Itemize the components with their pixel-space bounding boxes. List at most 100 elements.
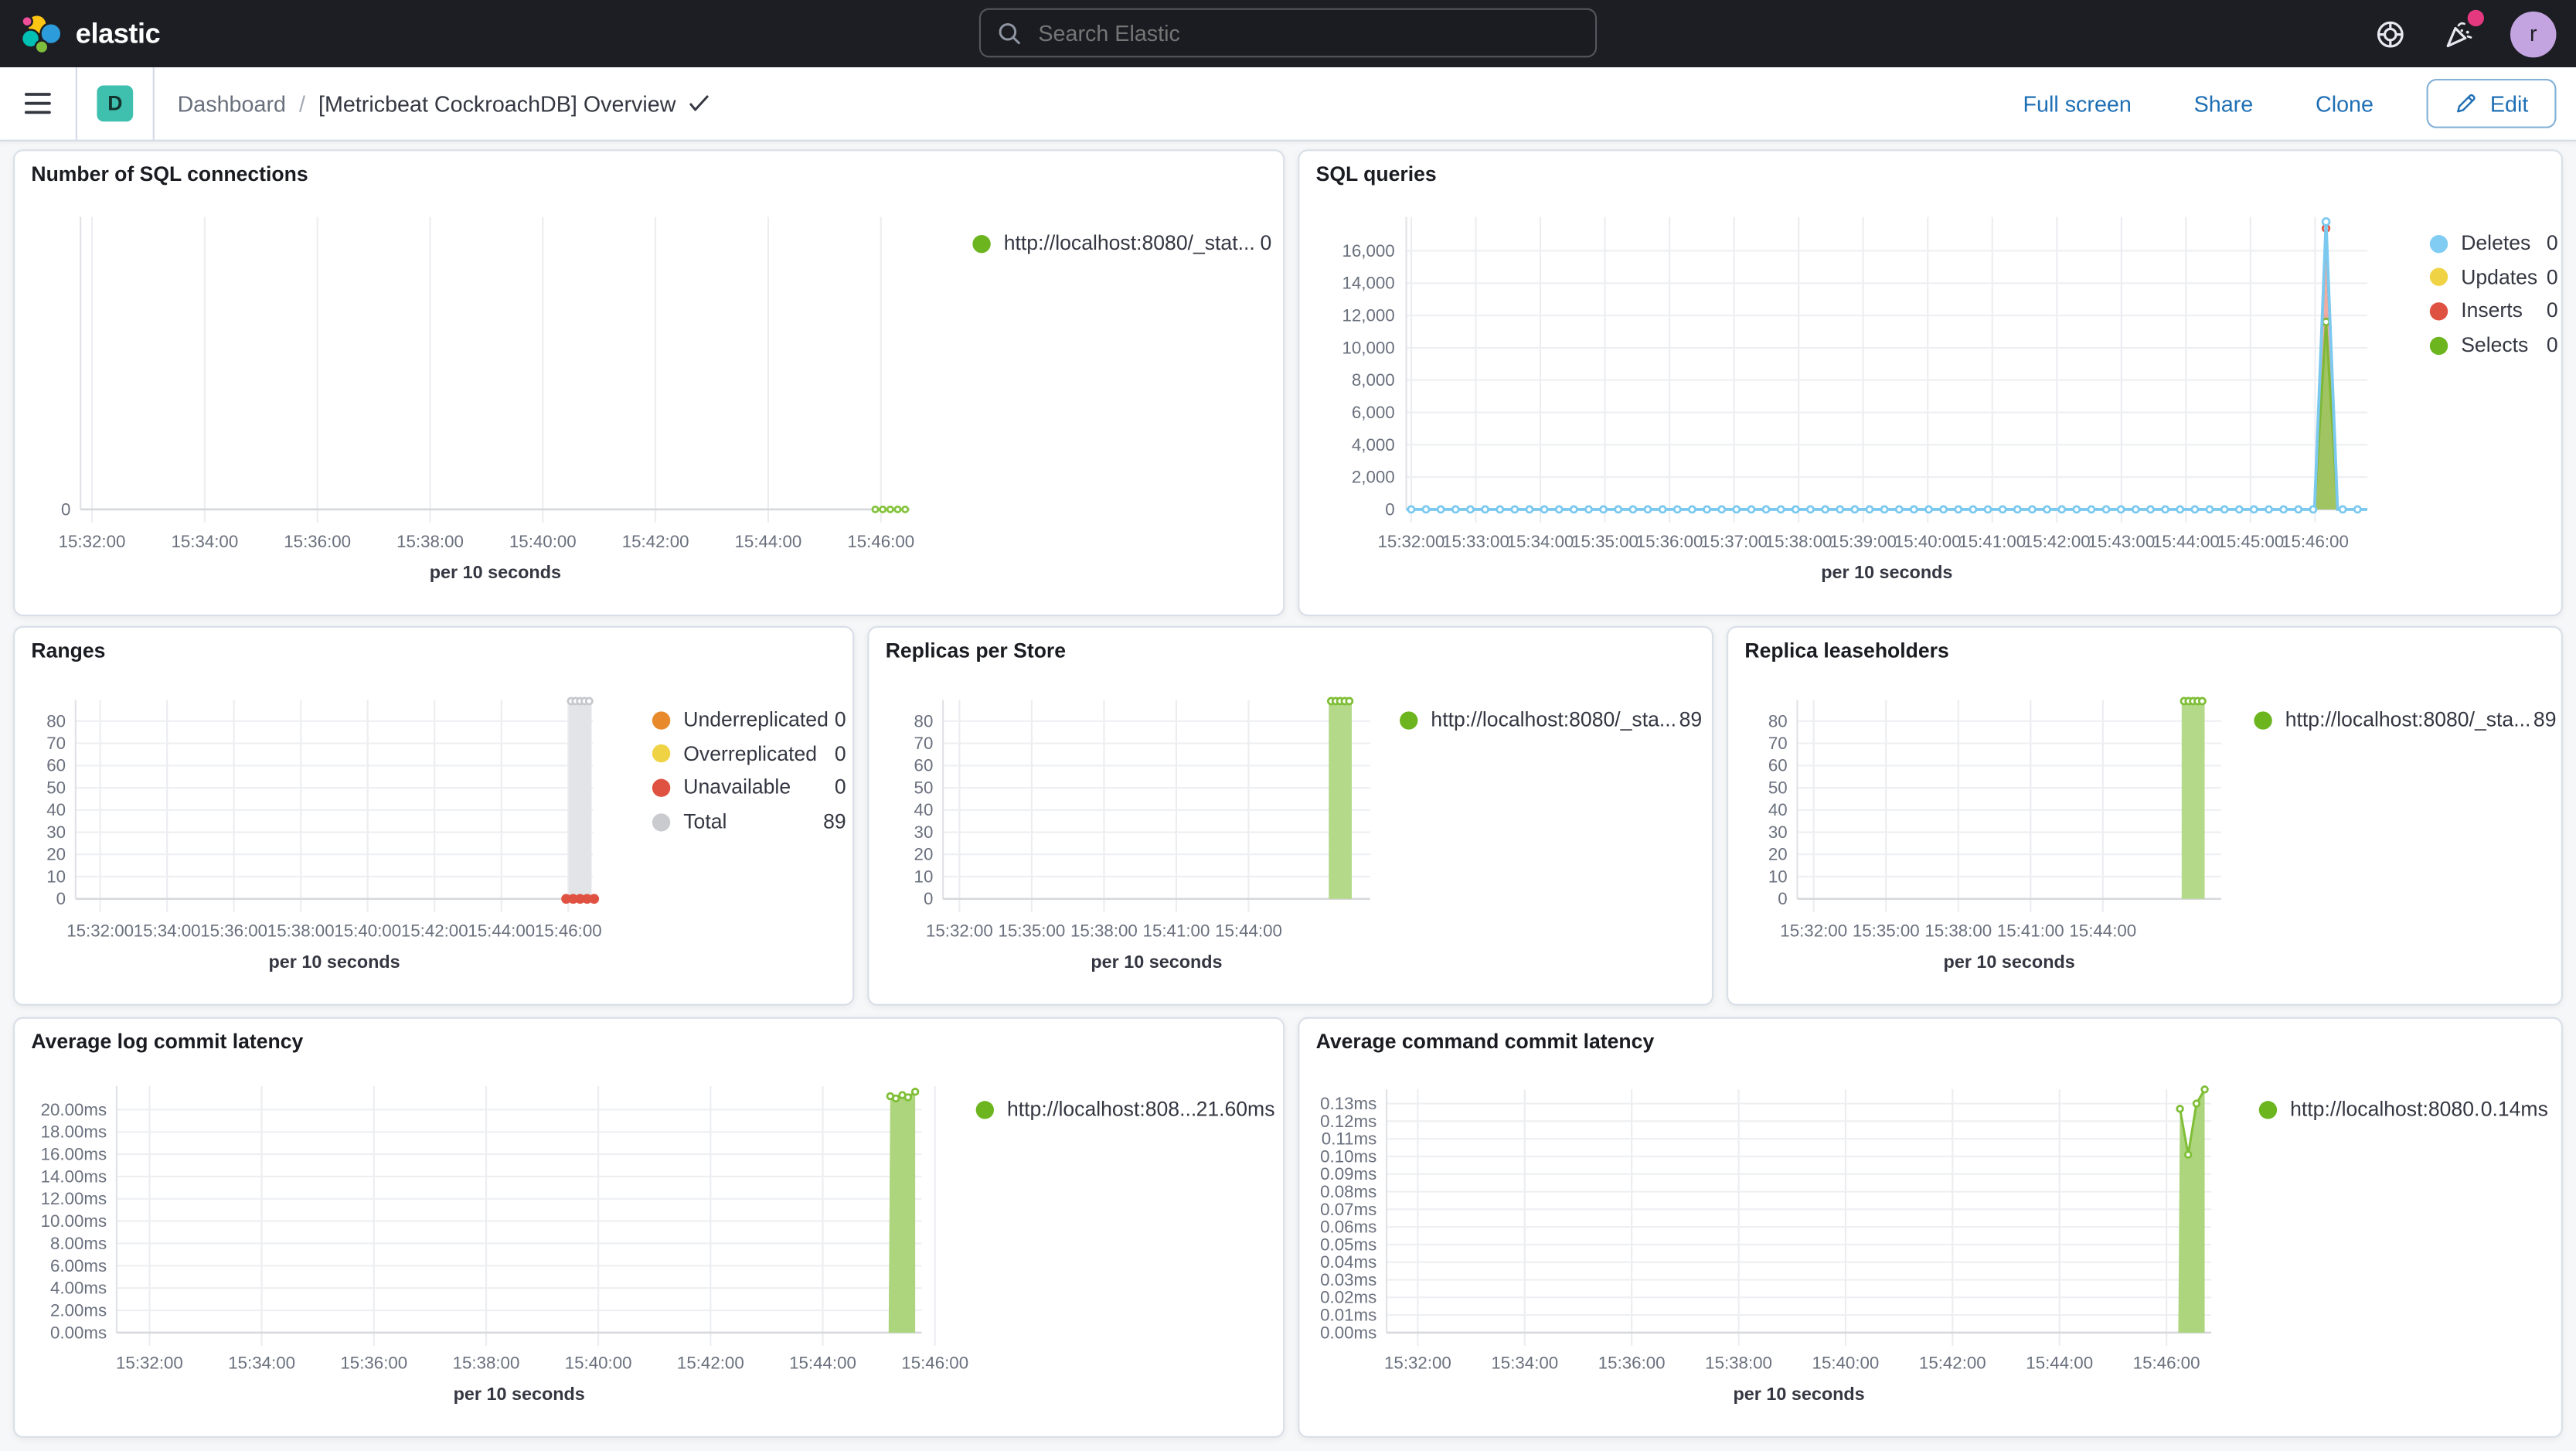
legend-series-value: 0	[2546, 333, 2558, 357]
legend-series-value: 0	[834, 708, 846, 732]
dashboard-app-badge[interactable]: D	[77, 67, 153, 140]
series	[2176, 1085, 2209, 1333]
legend-series-label: Deletes	[2461, 232, 2531, 256]
legend-series-value: 89	[1679, 708, 1703, 732]
chart-legend: http://localhost:8080/_stat... 0	[972, 227, 1271, 261]
chart-svg: 15:32:00 15:34:00 15:36:00 15:38:00 15:40:00…	[59, 216, 914, 582]
title-caret-icon[interactable]	[689, 94, 710, 112]
menu-button[interactable]	[0, 67, 76, 140]
chart-canvas[interactable]: 15:32:00 15:34:00 15:36:00 15:38:00 15:40:00…	[15, 628, 852, 1004]
svg-text:70: 70	[46, 734, 66, 753]
chart-canvas[interactable]: 15:32:00 15:34:00 15:36:00 15:38:00 15:40:00…	[15, 1019, 1283, 1436]
svg-text:40: 40	[1768, 800, 1788, 819]
svg-text:15:42:00: 15:42:00	[401, 921, 468, 941]
svg-text:per 10 seconds: per 10 seconds	[268, 952, 400, 972]
full-screen-button[interactable]: Full screen	[2013, 90, 2142, 118]
svg-text:15:32:00: 15:32:00	[116, 1354, 183, 1373]
svg-text:15:44:00: 15:44:00	[789, 1354, 856, 1373]
gridlines	[80, 216, 910, 523]
svg-text:16,000: 16,000	[1342, 241, 1394, 261]
svg-text:0.10ms: 0.10ms	[1320, 1146, 1376, 1166]
svg-text:15:39:00: 15:39:00	[1829, 532, 1897, 551]
legend-series-label: Total	[683, 810, 727, 833]
hamburger-icon	[24, 93, 51, 114]
svg-text:15:38:00: 15:38:00	[1705, 1354, 1772, 1373]
legend-item[interactable]: Deletes 0	[2429, 227, 2558, 261]
legend-item[interactable]: Unavailable 0	[652, 771, 846, 805]
svg-text:15:35:00: 15:35:00	[1853, 921, 1920, 941]
legend-series-dot-icon	[652, 744, 671, 764]
legend-item[interactable]: http://localhost:8080... 0.14ms	[2258, 1093, 2548, 1127]
svg-text:0: 0	[61, 499, 70, 519]
svg-text:30: 30	[1768, 823, 1788, 842]
svg-text:per 10 seconds: per 10 seconds	[1821, 562, 1952, 582]
chart-canvas[interactable]: 15:32:00 15:34:00 15:36:00 15:38:00 15:40:00…	[1299, 1019, 2561, 1436]
legend-item[interactable]: Overreplicated 0	[652, 737, 846, 771]
svg-text:15:40:00: 15:40:00	[565, 1354, 632, 1373]
edit-button[interactable]: Edit	[2426, 79, 2557, 128]
newsfeed-button[interactable]	[2442, 9, 2484, 52]
svg-text:6,000: 6,000	[1352, 403, 1395, 422]
legend-item[interactable]: http://localhost:8080/_sta... 89	[2254, 703, 2556, 737]
svg-text:15:46:00: 15:46:00	[2133, 1354, 2200, 1373]
legend-series-dot-icon	[652, 778, 671, 797]
share-button[interactable]: Share	[2184, 90, 2263, 118]
svg-text:15:38:00: 15:38:00	[396, 532, 464, 551]
legend-item[interactable]: Total 89	[652, 805, 846, 839]
chart-legend: http://localhost:808... 21.60ms	[975, 1093, 1275, 1127]
breadcrumb-dashboard-link[interactable]: Dashboard	[177, 90, 286, 116]
elastic-logo-icon	[20, 12, 63, 54]
pencil-icon	[2456, 94, 2476, 113]
svg-text:15:38:00: 15:38:00	[267, 921, 335, 941]
chart-canvas[interactable]: 15:32:00 15:34:00 15:36:00 15:38:00 15:40:00…	[15, 152, 1283, 615]
svg-text:0.03ms: 0.03ms	[1320, 1270, 1376, 1289]
elastic-logo[interactable]: elastic	[0, 12, 161, 55]
svg-text:50: 50	[46, 778, 66, 797]
legend-item[interactable]: Selects 0	[2429, 329, 2558, 363]
help-button[interactable]	[2372, 15, 2408, 52]
global-search[interactable]	[978, 8, 1598, 58]
header-right-controls: r	[2372, 0, 2557, 67]
breadcrumb-separator: /	[298, 90, 305, 116]
svg-text:15:46:00: 15:46:00	[2282, 532, 2349, 551]
legend-item[interactable]: http://localhost:808... 21.60ms	[975, 1093, 1275, 1127]
chart-svg: 15:32:0015:33:0015:34:0015:35:0015:36:00…	[1342, 216, 2368, 582]
chart-canvas[interactable]: 15:32:00 15:35:00 15:38:00 15:41:00 15:44:00…	[1728, 628, 2561, 1004]
divider	[152, 67, 155, 140]
svg-text:14.00ms: 14.00ms	[41, 1167, 107, 1186]
legend-item[interactable]: Inserts 0	[2429, 295, 2558, 329]
legend-item[interactable]: http://localhost:8080/_sta... 89	[1400, 703, 1702, 737]
chart-legend: http://localhost:8080/_sta... 89	[2254, 703, 2556, 737]
svg-text:15:33:00: 15:33:00	[1442, 532, 1509, 551]
legend-item[interactable]: Updates 0	[2429, 261, 2558, 295]
app-chrome-bar: D Dashboard / [Metricbeat CockroachDB] O…	[0, 67, 2576, 141]
legend-series-dot-icon	[2429, 302, 2448, 321]
gridlines	[74, 700, 594, 912]
svg-text:50: 50	[914, 778, 934, 797]
legend-item[interactable]: Underreplicated 0	[652, 703, 846, 737]
search-input[interactable]	[1035, 19, 1595, 47]
svg-text:10: 10	[1768, 867, 1788, 886]
svg-text:per 10 seconds: per 10 seconds	[1091, 952, 1222, 972]
svg-text:2.00ms: 2.00ms	[50, 1300, 107, 1320]
gridlines	[1385, 1089, 2212, 1346]
svg-text:0.02ms: 0.02ms	[1320, 1288, 1376, 1307]
chart-svg: 15:32:00 15:35:00 15:38:00 15:41:00 15:44:00…	[914, 697, 1370, 972]
svg-text:15:36:00: 15:36:00	[1598, 1354, 1666, 1373]
clone-button[interactable]: Clone	[2305, 90, 2384, 118]
panel-title: Ranges	[31, 639, 106, 662]
avatar-initial: r	[2529, 21, 2537, 46]
chart-svg: 15:32:00 15:34:00 15:36:00 15:38:00 15:40:00…	[46, 697, 602, 972]
legend-series-value: 21.60ms	[1196, 1098, 1275, 1122]
svg-text:15:46:00: 15:46:00	[535, 921, 602, 941]
user-avatar[interactable]: r	[2510, 10, 2557, 57]
legend-item[interactable]: http://localhost:8080/_stat... 0	[972, 227, 1271, 261]
svg-text:15:35:00: 15:35:00	[1571, 532, 1638, 551]
svg-text:15:45:00: 15:45:00	[2217, 532, 2285, 551]
panel-sql-connections: Number of SQL connections 15:32:00 15:34:…	[13, 149, 1285, 617]
chart-canvas[interactable]: 15:32:00 15:33:00 15:34:00 15:35:00 15:36:00…	[1299, 152, 2561, 615]
legend-series-label: http://localhost:8080/_stat...	[1003, 232, 1255, 256]
chart-canvas[interactable]: 15:32:00 15:35:00 15:38:00 15:41:00 15:44:00…	[869, 628, 1711, 1004]
svg-text:70: 70	[914, 734, 934, 753]
svg-text:30: 30	[46, 823, 66, 842]
